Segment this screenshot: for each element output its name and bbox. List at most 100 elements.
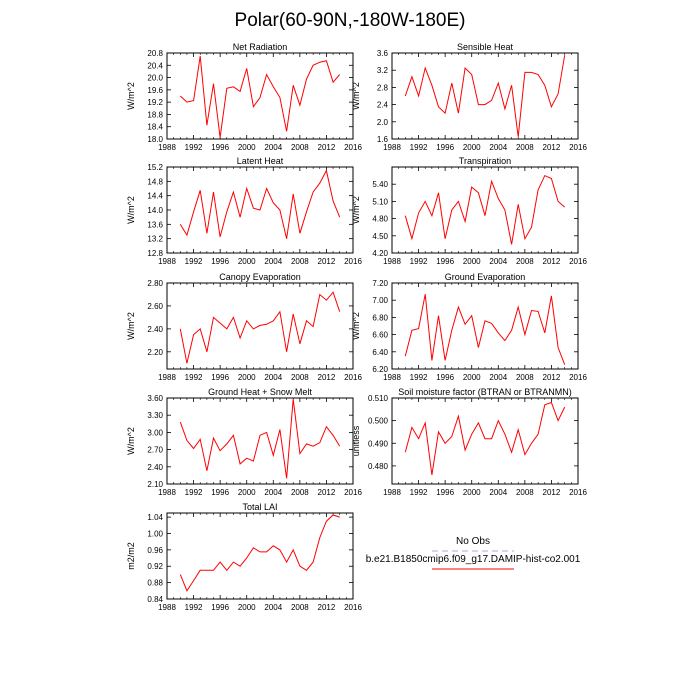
y-tick-label: 14.4	[147, 192, 163, 201]
x-tick-label: 2012	[318, 257, 336, 266]
plot-frame	[166, 282, 354, 370]
x-tick-label: 2000	[463, 143, 481, 152]
panel-title: Ground Heat + Snow Melt	[208, 387, 312, 397]
x-tick-label: 2016	[569, 373, 587, 382]
x-tick-label: 2016	[344, 603, 362, 612]
x-tick-label: 1996	[436, 257, 454, 266]
y-tick-label: 6.80	[372, 313, 388, 322]
y-tick-label: 3.60	[147, 394, 163, 403]
x-tick-label: 2004	[489, 143, 507, 152]
y-tick-label: 4.50	[372, 232, 388, 241]
page-title: Polar(60-90N,-180W-180E)	[234, 10, 466, 31]
x-tick-label: 1992	[410, 488, 428, 497]
x-tick-label: 1992	[185, 488, 203, 497]
y-tick-label: 1.04	[147, 513, 163, 522]
series-line	[404, 294, 566, 365]
x-tick-label: 2000	[238, 257, 256, 266]
x-tick-label: 2004	[264, 143, 282, 152]
y-tick-label: 15.2	[147, 163, 163, 172]
x-tick-label: 2016	[344, 143, 362, 152]
panel-title: Latent Heat	[237, 156, 284, 166]
x-tick-label: 1992	[185, 143, 203, 152]
y-axis-label: W/m^2	[126, 312, 136, 340]
y-tick-label: 1.6	[377, 135, 389, 144]
x-tick-label: 2016	[344, 488, 362, 497]
x-tick-label: 1996	[211, 143, 229, 152]
x-tick-label: 2008	[291, 143, 309, 152]
series-line	[179, 514, 340, 592]
y-tick-label: 20.8	[147, 49, 163, 58]
x-tick-label: 2016	[569, 257, 587, 266]
x-tick-label: 1996	[436, 488, 454, 497]
y-tick-label: 2.20	[147, 348, 163, 357]
y-tick-label: 2.70	[147, 446, 163, 455]
y-tick-label: 14.0	[147, 206, 163, 215]
plot-frame	[391, 52, 579, 140]
y-tick-label: 0.92	[147, 562, 163, 571]
y-axis-label: W/m^2	[351, 312, 361, 340]
y-tick-label: 5.40	[372, 180, 388, 189]
legend-obs-label: No Obs	[456, 536, 490, 547]
plot-frame	[391, 282, 579, 370]
x-tick-label: 1988	[383, 488, 401, 497]
plot-frame	[166, 512, 354, 600]
x-tick-label: 2008	[516, 257, 534, 266]
y-tick-label: 18.4	[147, 123, 163, 132]
y-axis-label: W/m^2	[126, 82, 136, 110]
x-tick-label: 2008	[516, 488, 534, 497]
y-tick-label: 0.88	[147, 579, 163, 588]
x-tick-label: 2012	[543, 257, 561, 266]
y-axis-label: unitless	[351, 425, 361, 456]
y-tick-label: 2.80	[147, 279, 163, 288]
x-tick-label: 2012	[543, 488, 561, 497]
y-axis-label: W/m^2	[351, 196, 361, 224]
panel-title: Soil moisture factor (BTRAN or BTRANMN)	[398, 387, 572, 397]
x-tick-label: 2000	[238, 143, 256, 152]
x-tick-label: 2000	[463, 257, 481, 266]
y-axis-label: W/m^2	[126, 196, 136, 224]
x-tick-label: 2008	[516, 373, 534, 382]
y-tick-label: 0.96	[147, 546, 163, 555]
plot-frame	[391, 397, 579, 485]
x-tick-label: 2004	[264, 488, 282, 497]
y-tick-label: 4.20	[372, 249, 388, 258]
x-tick-label: 1996	[436, 143, 454, 152]
x-tick-label: 1992	[185, 257, 203, 266]
panel-title: Net Radiation	[233, 42, 288, 52]
x-tick-label: 2000	[238, 488, 256, 497]
x-tick-label: 1996	[436, 373, 454, 382]
y-tick-label: 20.0	[147, 74, 163, 83]
y-tick-label: 19.2	[147, 98, 163, 107]
x-tick-label: 1992	[185, 603, 203, 612]
x-tick-label: 2008	[291, 257, 309, 266]
x-tick-label: 1988	[158, 373, 176, 382]
x-tick-label: 1992	[185, 373, 203, 382]
y-tick-label: 2.8	[377, 83, 389, 92]
x-tick-label: 1988	[158, 488, 176, 497]
x-tick-label: 1992	[410, 257, 428, 266]
y-tick-label: 18.0	[147, 135, 163, 144]
y-tick-label: 7.20	[372, 279, 388, 288]
y-tick-label: 2.40	[147, 325, 163, 334]
y-tick-label: 3.6	[377, 49, 389, 58]
y-tick-label: 20.4	[147, 61, 163, 70]
y-tick-label: 0.510	[368, 394, 389, 403]
y-tick-label: 4.80	[372, 215, 388, 224]
x-tick-label: 1988	[383, 143, 401, 152]
y-axis-label: W/m^2	[126, 427, 136, 455]
y-tick-label: 2.4	[377, 101, 389, 110]
y-tick-label: 13.2	[147, 235, 163, 244]
y-tick-label: 2.40	[147, 463, 163, 472]
y-tick-label: 7.00	[372, 296, 388, 305]
y-tick-label: 14.8	[147, 177, 163, 186]
y-axis-label: W/m^2	[351, 82, 361, 110]
y-tick-label: 2.0	[377, 118, 389, 127]
panel-title: Total LAI	[242, 502, 277, 512]
y-tick-label: 3.2	[377, 66, 389, 75]
y-tick-label: 0.480	[368, 462, 389, 471]
x-tick-label: 1988	[383, 373, 401, 382]
y-tick-label: 6.60	[372, 331, 388, 340]
x-tick-label: 2016	[569, 488, 587, 497]
x-tick-label: 2012	[318, 143, 336, 152]
